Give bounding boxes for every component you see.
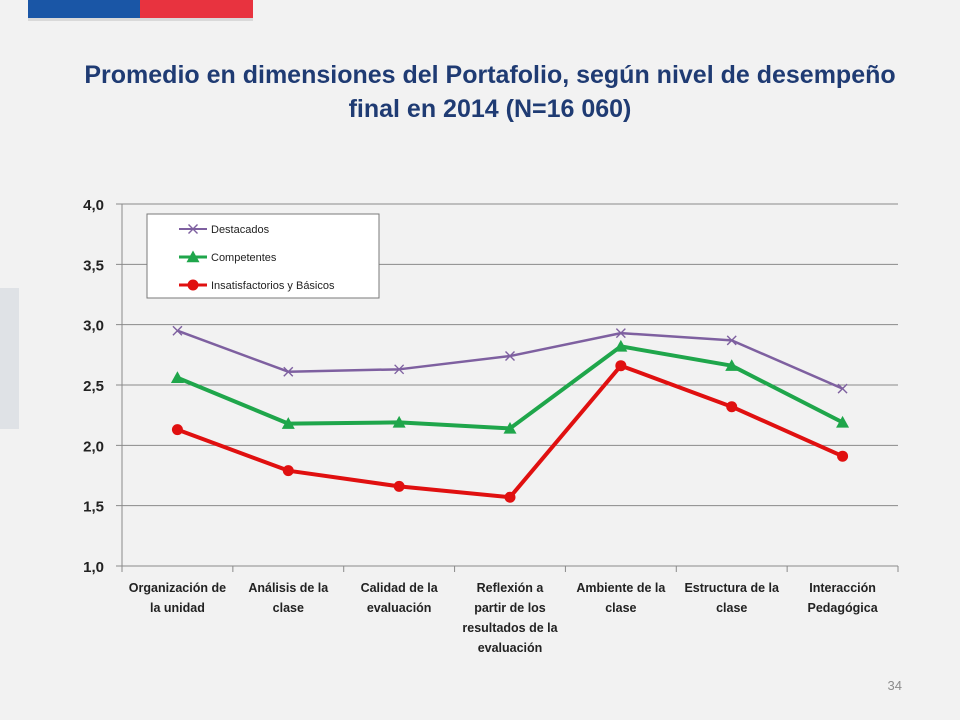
data-point — [281, 417, 295, 429]
data-point — [726, 335, 737, 346]
y-tick-label: 2,5 — [83, 378, 104, 395]
series-line-2 — [176, 344, 844, 431]
data-point — [393, 480, 405, 492]
data-point — [504, 491, 516, 503]
data-point — [614, 339, 628, 352]
y-tick-label: 3,5 — [83, 257, 104, 274]
side-tab — [0, 288, 19, 429]
data-point — [282, 465, 294, 477]
legend-marker — [187, 279, 199, 291]
legend-label: Competentes — [211, 252, 277, 264]
data-point — [394, 364, 405, 375]
data-point — [725, 359, 739, 371]
data-point — [836, 415, 850, 428]
x-category-label: Interacción Pedagógica — [807, 581, 878, 615]
data-point — [505, 351, 515, 362]
data-point — [283, 366, 294, 377]
data-point — [615, 360, 627, 372]
y-tick-label: 2,0 — [83, 438, 104, 455]
data-point — [503, 421, 517, 434]
legend-item: Insatisfactorios y Básicos — [179, 279, 335, 292]
x-category-label: Calidad de la evaluación — [361, 581, 439, 615]
y-tick-label: 1,5 — [83, 499, 104, 516]
top-accent-blue — [28, 0, 140, 18]
legend-marker — [188, 224, 198, 234]
top-accent-red — [140, 0, 253, 18]
series-line-1 — [176, 329, 844, 390]
data-point — [726, 401, 738, 413]
data-point — [615, 328, 626, 339]
y-tick-label: 4,0 — [83, 197, 104, 214]
data-point — [172, 325, 183, 336]
x-category-label: Organización de la unidad — [129, 581, 226, 615]
x-category-label: Análisis de la clase — [248, 581, 329, 615]
slide-title: Promedio en dimensiones del Portafolio, … — [84, 61, 896, 123]
x-category-label: Ambiente de la clase — [576, 581, 666, 615]
legend-item: Destacados — [179, 224, 270, 236]
data-point — [170, 371, 184, 383]
data-point — [392, 415, 406, 428]
top-accent-underline — [28, 18, 253, 21]
y-tick-label: 3,0 — [83, 318, 104, 335]
legend-item: Competentes — [179, 250, 277, 264]
legend-label: Insatisfactorios y Básicos — [211, 280, 335, 292]
legend-label: Destacados — [211, 224, 270, 236]
x-category-label: Reflexión a partir de los resultados de la… — [462, 581, 558, 655]
page-number: 34 — [887, 678, 902, 693]
x-category-label: Estructura de la clase — [684, 581, 780, 615]
y-tick-label: 1,0 — [83, 559, 104, 576]
data-point — [837, 450, 849, 462]
legend-marker — [186, 250, 200, 263]
data-point — [837, 383, 848, 394]
data-point — [171, 424, 183, 436]
